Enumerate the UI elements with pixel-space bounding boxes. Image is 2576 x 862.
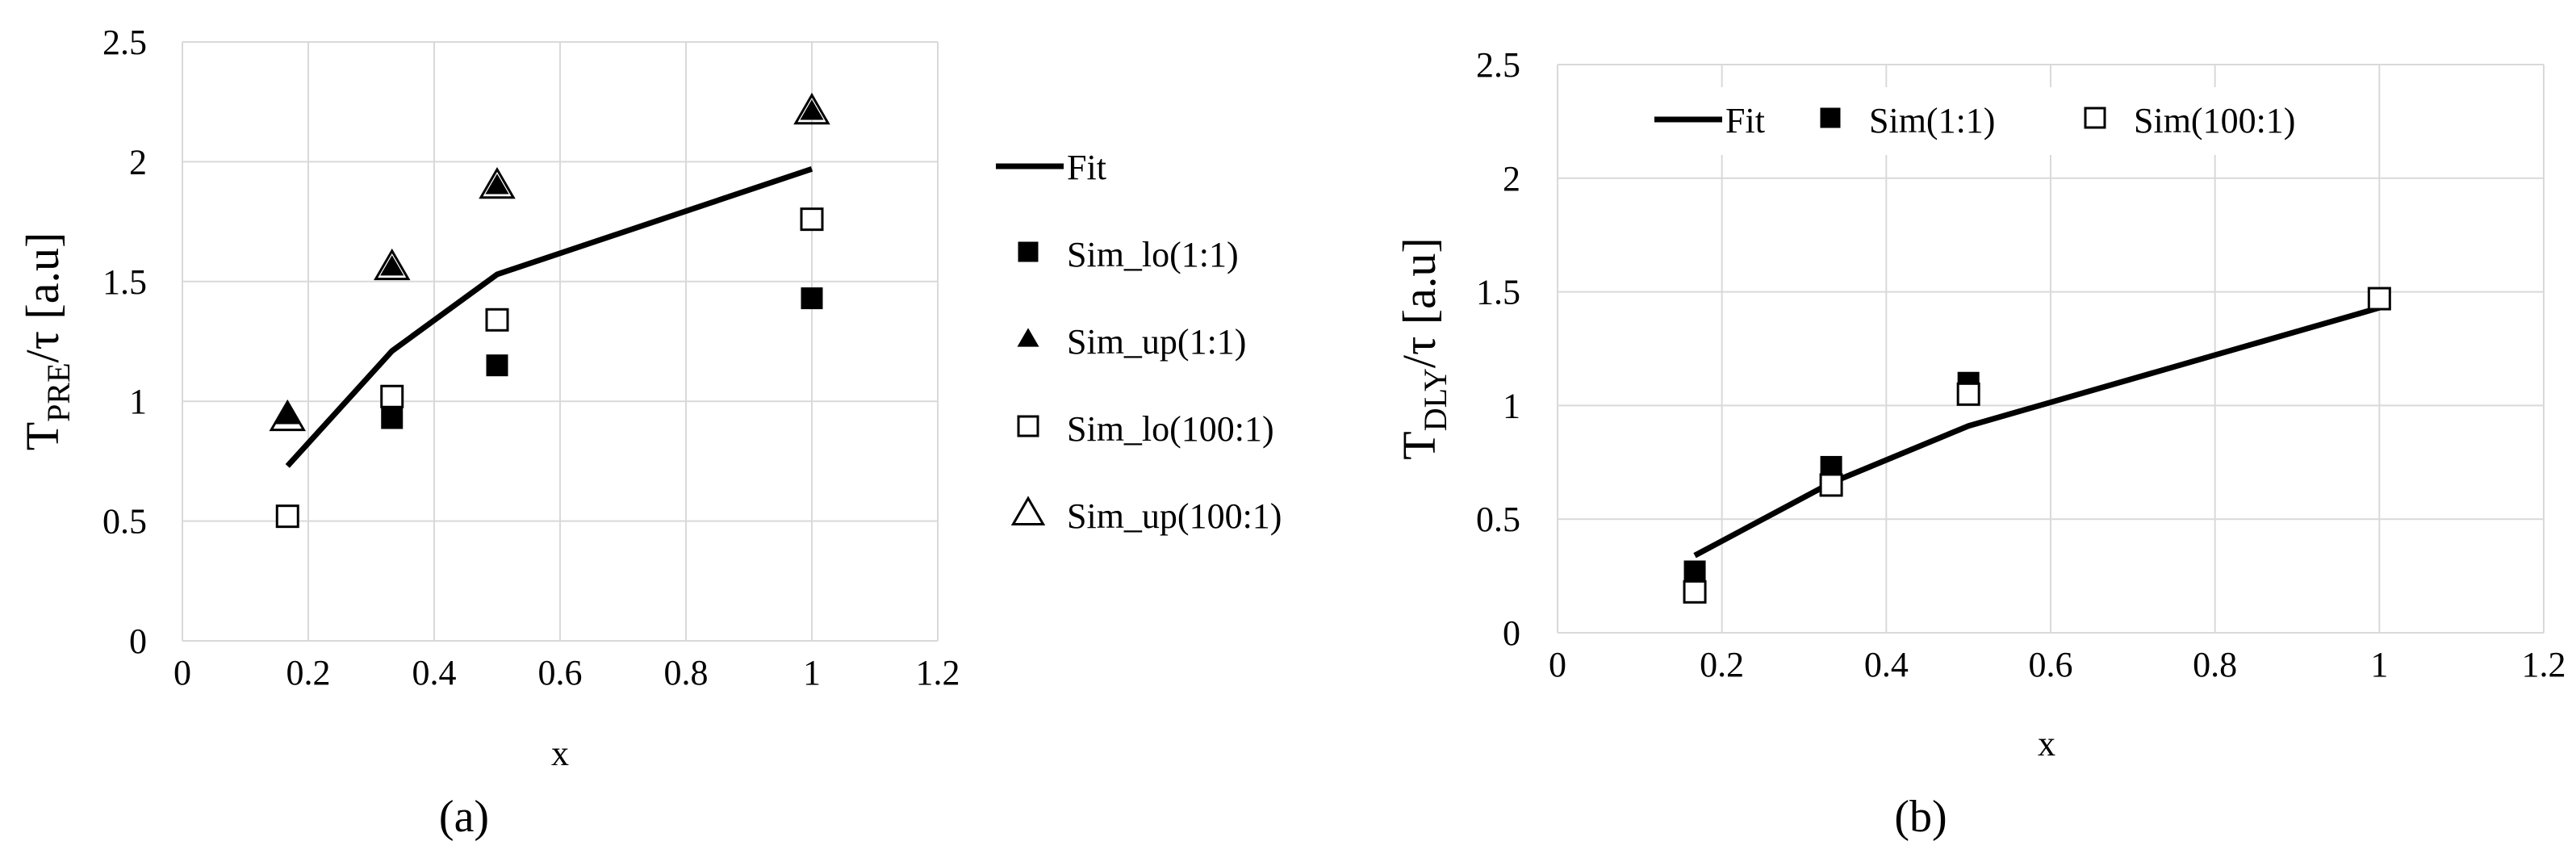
legend-label: Sim_up(100:1) bbox=[1067, 496, 1282, 536]
data-point-sim-1-1 bbox=[1683, 560, 1706, 583]
y-tick-label-a: 2.5 bbox=[102, 23, 147, 62]
legend-background-b bbox=[1622, 87, 2348, 155]
y-axis-label-b: TDLY/τ [a.u] bbox=[1393, 237, 1453, 459]
legend-item-fit: Fit bbox=[996, 148, 1106, 187]
data-point-sim-up-100-1 bbox=[269, 399, 307, 432]
data-point-sim-lo-100-1 bbox=[485, 308, 509, 332]
legend-marker-swatch bbox=[1017, 415, 1039, 437]
y-tick-label-a: 0 bbox=[129, 621, 147, 661]
chart-panel-a: 0 0.5 1 1.5 2 2.5 0 0.2 0.4 0.6 0.8 1 1.2 x TPRE/τ [… bbox=[16, 23, 1282, 842]
data-point-sim-lo-100-1 bbox=[380, 384, 404, 408]
x-tick-label-a: 0.8 bbox=[664, 653, 709, 693]
x-tick-label-b: 0.2 bbox=[1700, 645, 1744, 684]
y-tick-label-a: 1.5 bbox=[102, 262, 147, 302]
data-point-sim-100-1 bbox=[2367, 287, 2391, 311]
y-tick-label-a: 0.5 bbox=[102, 502, 147, 542]
gridlines-a bbox=[182, 41, 939, 642]
legend-item-sim-up-1-1: Sim_up(1:1) bbox=[1017, 322, 1246, 362]
series-sim-lo-100-1-a bbox=[275, 207, 824, 529]
x-tick-label-b: 0.4 bbox=[1864, 645, 1909, 684]
fit-line-a bbox=[285, 165, 813, 468]
y-tick-label-b: 2.5 bbox=[1476, 45, 1520, 85]
x-tick-label-b: 1 bbox=[2370, 645, 2388, 684]
data-point-sim-up-100-1 bbox=[793, 92, 830, 125]
legend-marker-swatch bbox=[1017, 328, 1039, 347]
x-tick-label-a: 0.2 bbox=[286, 653, 331, 693]
data-point-sim-up-100-1 bbox=[373, 248, 411, 281]
legend-a: Fit Sim_lo(1:1) Sim_up(1:1) Sim_lo(100:1) Si… bbox=[996, 148, 1282, 536]
y-tick-label-b: 0 bbox=[1503, 613, 1520, 653]
data-point-sim-100-1 bbox=[1683, 580, 1707, 604]
y-tick-label-b: 2 bbox=[1503, 159, 1520, 199]
data-point-sim-lo-100-1 bbox=[275, 504, 299, 529]
x-tick-label-b: 1.2 bbox=[2522, 645, 2566, 684]
data-point-sim-up-1-1 bbox=[800, 99, 824, 120]
y-tick-label-a: 1 bbox=[129, 382, 147, 421]
series-sim-up-1-1-a bbox=[275, 99, 824, 425]
x-tick-label-b: 0 bbox=[1549, 645, 1566, 684]
x-tick-label-a: 0 bbox=[174, 653, 191, 693]
series-fit-b bbox=[1693, 304, 2381, 559]
legend-item-fit: Fit bbox=[1654, 101, 1765, 140]
legend-item-sim-up-100-1: Sim_up(100:1) bbox=[1010, 496, 1282, 536]
series-layer-b bbox=[1683, 287, 2391, 604]
x-tick-label-a: 1 bbox=[803, 653, 821, 693]
chart-panel-b: 0 0.5 1 1.5 2 2.5 0 0.2 0.4 0.6 0.8 1 1.2 x TDLY/τ [… bbox=[1393, 45, 2566, 842]
data-point-sim-up-1-1 bbox=[380, 255, 404, 276]
legend-marker-swatch bbox=[1010, 496, 1046, 525]
tick-labels-a: 0 0.5 1 1.5 2 2.5 0 0.2 0.4 0.6 0.8 1 1.2 bbox=[102, 23, 960, 693]
legend-label: Sim(1:1) bbox=[1869, 101, 1995, 140]
data-point-sim-lo-1-1 bbox=[486, 354, 508, 377]
data-point-sim-100-1 bbox=[1819, 473, 1843, 497]
x-tick-label-a: 0.4 bbox=[412, 653, 457, 693]
panel-caption-a: (a) bbox=[439, 792, 489, 842]
gridlines-b bbox=[1557, 64, 2545, 634]
series-sim-up-100-1-a bbox=[269, 92, 830, 432]
legend-label: Sim_lo(100:1) bbox=[1067, 409, 1274, 449]
y-tick-label-a: 2 bbox=[129, 142, 147, 182]
y-tick-label-b: 0.5 bbox=[1476, 500, 1520, 539]
panel-caption-b: (b) bbox=[1894, 792, 1947, 842]
y-axis-label-a: TPRE/τ [a.u] bbox=[16, 232, 77, 451]
data-point-sim-up-1-1 bbox=[485, 174, 509, 195]
legend-marker-swatch bbox=[1820, 107, 1841, 128]
data-point-sim-100-1 bbox=[1956, 382, 1980, 406]
x-tick-label-a: 1.2 bbox=[916, 653, 960, 693]
legend-b: Fit Sim(1:1) Sim(100:1) bbox=[1654, 101, 2295, 140]
x-axis-label-b: x bbox=[2038, 724, 2055, 764]
fit-line-b bbox=[1693, 304, 2381, 559]
legend-label: Sim_up(1:1) bbox=[1067, 322, 1246, 362]
series-layer-a bbox=[269, 92, 830, 529]
legend-label: Fit bbox=[1725, 101, 1765, 140]
legend-item-sim-1-1: Sim(1:1) bbox=[1820, 101, 1995, 140]
data-point-sim-lo-1-1 bbox=[801, 287, 823, 310]
x-tick-label-a: 0.6 bbox=[538, 653, 583, 693]
x-axis-label-a: x bbox=[551, 734, 569, 773]
data-point-sim-up-100-1 bbox=[479, 166, 516, 199]
y-tick-label-b: 1.5 bbox=[1476, 273, 1520, 312]
y-tick-label-b: 1 bbox=[1503, 386, 1520, 425]
tick-labels-b: 0 0.5 1 1.5 2 2.5 0 0.2 0.4 0.6 0.8 1 1.2 bbox=[1476, 45, 2566, 684]
legend-marker-swatch bbox=[2084, 107, 2106, 129]
legend-label: Sim(100:1) bbox=[2134, 101, 2295, 140]
data-point-sim-lo-100-1 bbox=[800, 207, 824, 232]
legend-item-sim-lo-100-1: Sim_lo(100:1) bbox=[1017, 409, 1274, 449]
data-point-sim-up-1-1 bbox=[275, 404, 299, 425]
legend-label: Fit bbox=[1067, 148, 1106, 187]
x-tick-label-b: 0.6 bbox=[2029, 645, 2073, 684]
legend-marker-swatch bbox=[1018, 241, 1039, 262]
data-point-sim-lo-1-1 bbox=[381, 407, 404, 429]
x-tick-label-b: 0.8 bbox=[2193, 645, 2237, 684]
series-fit-a bbox=[285, 165, 813, 468]
legend-label: Sim_lo(1:1) bbox=[1067, 235, 1239, 274]
legend-item-sim-lo-1-1: Sim_lo(1:1) bbox=[1018, 235, 1239, 274]
legend-item-sim-100-1: Sim(100:1) bbox=[2084, 101, 2295, 140]
series-sim-100-1-b bbox=[1683, 287, 2391, 604]
